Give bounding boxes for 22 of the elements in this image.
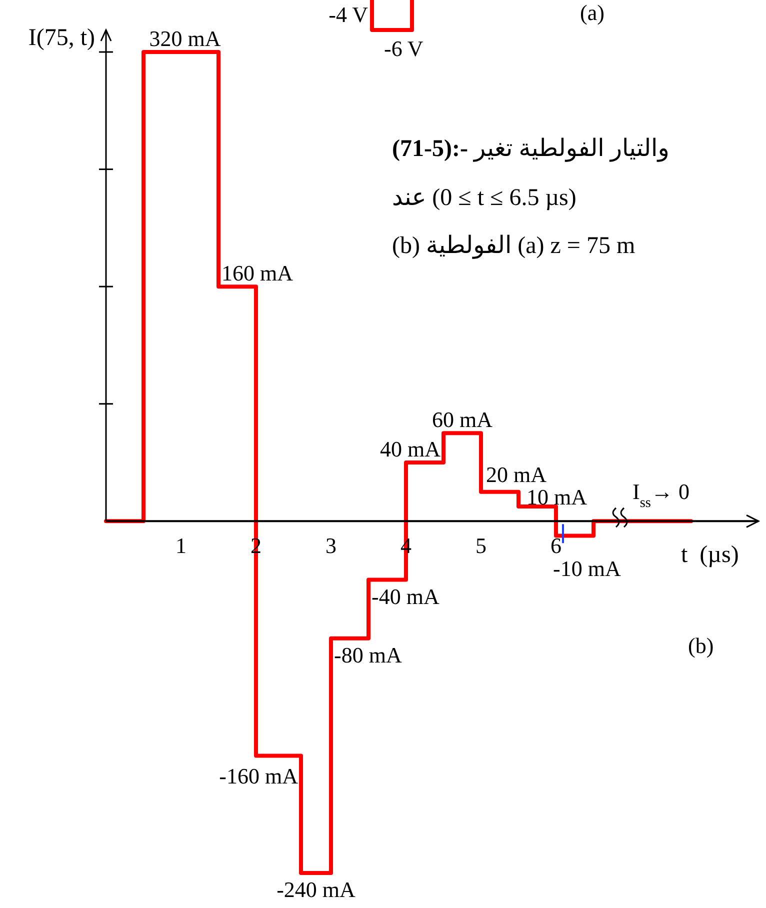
data-label: 20 mA (486, 462, 547, 487)
data-label: 320 mA (149, 26, 221, 51)
data-label: -240 mA (276, 877, 356, 902)
annotation: (b) (688, 633, 714, 658)
text: (a) (580, 0, 604, 25)
x-tick-label: 6 (550, 533, 562, 558)
x-tick-label: 3 (326, 533, 336, 558)
data-label: -160 mA (219, 764, 298, 789)
text: -4 V (328, 2, 368, 27)
data-label: 10 mA (526, 484, 588, 510)
data-label: -10 mA (553, 556, 621, 581)
y-axis-title: I(75, t) (28, 25, 95, 51)
x-tick-label: 5 (476, 533, 486, 558)
x-tick-label: 1 (176, 533, 186, 558)
annotation: I$_{ss}$→ 0 (632, 479, 690, 512)
annotation: -6 V (384, 36, 424, 61)
x-axis-title: t (µs) (681, 542, 739, 568)
data-label: 40 mA (380, 436, 441, 462)
data-label: -40 mA (372, 584, 440, 609)
data-label: 160 mA (222, 260, 294, 286)
data-label: 60 mA (432, 407, 493, 432)
data-label: -80 mA (334, 642, 402, 668)
